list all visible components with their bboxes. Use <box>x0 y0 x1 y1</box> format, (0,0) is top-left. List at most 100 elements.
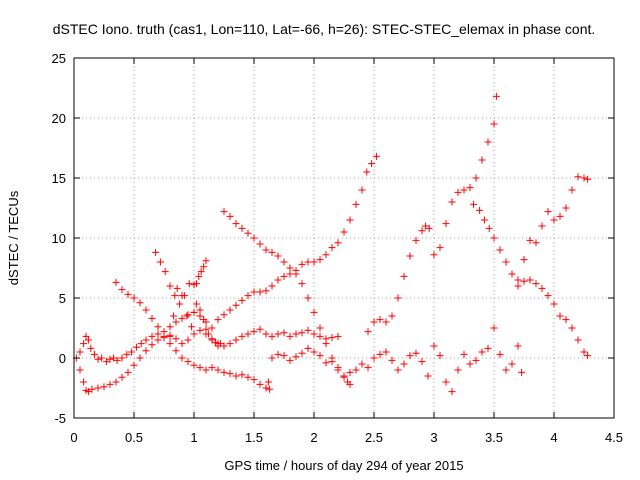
data-point <box>496 246 504 254</box>
chart-title: dSTEC Iono. truth (cas1, Lon=110, Lat=-6… <box>53 21 596 37</box>
y-tick-label: 15 <box>52 171 66 186</box>
data-point <box>298 280 306 288</box>
data-point <box>256 380 264 388</box>
data-point <box>250 328 258 336</box>
data-point <box>562 316 570 324</box>
data-point <box>514 282 522 290</box>
data-point <box>166 340 174 348</box>
data-point <box>532 239 540 247</box>
x-tick-label: 3.5 <box>485 430 503 445</box>
y-tick-label: -5 <box>54 411 66 426</box>
y-tick-label: 5 <box>59 291 66 306</box>
data-point <box>262 246 270 254</box>
data-point <box>502 258 510 266</box>
data-point <box>208 324 216 332</box>
data-point <box>123 350 131 358</box>
data-point <box>412 236 420 244</box>
data-point <box>358 360 366 368</box>
data-point <box>268 354 276 362</box>
data-point <box>171 292 179 300</box>
data-point <box>192 280 200 288</box>
data-point <box>250 288 258 296</box>
data-point <box>113 356 121 364</box>
data-point <box>394 294 402 302</box>
data-point <box>190 308 198 316</box>
data-point <box>178 354 186 362</box>
data-point <box>310 348 318 356</box>
data-point <box>106 355 114 363</box>
data-point <box>346 368 354 376</box>
data-point <box>196 326 204 334</box>
data-point <box>310 308 318 316</box>
data-point <box>154 336 162 344</box>
data-point <box>364 328 372 336</box>
data-point <box>372 152 380 160</box>
x-tick-label: 1 <box>190 430 197 445</box>
data-point <box>256 325 264 333</box>
y-tick-label: 25 <box>52 51 66 66</box>
data-point <box>476 206 484 214</box>
data-point <box>442 378 450 386</box>
data-point <box>368 160 376 168</box>
data-point <box>436 352 444 360</box>
data-point <box>346 380 354 388</box>
data-point <box>352 200 360 208</box>
data-point <box>161 268 169 276</box>
data-point <box>102 358 110 366</box>
data-point <box>376 350 384 358</box>
data-point <box>238 332 246 340</box>
data-point <box>142 336 150 344</box>
data-point <box>340 228 348 236</box>
data-point <box>118 354 126 362</box>
data-point <box>256 240 264 248</box>
data-point <box>172 347 180 355</box>
data-point <box>262 287 270 295</box>
data-point <box>562 204 570 212</box>
data-point <box>436 244 444 252</box>
data-point <box>286 264 294 272</box>
data-point <box>454 366 462 374</box>
data-point <box>286 332 294 340</box>
data-point <box>316 332 324 340</box>
data-point <box>400 272 408 280</box>
data-point <box>87 344 95 352</box>
data-point <box>280 272 288 280</box>
data-point <box>568 186 576 194</box>
data-point <box>286 356 294 364</box>
data-point <box>110 354 118 362</box>
x-tick-label: 4 <box>550 430 557 445</box>
data-point <box>430 251 438 259</box>
data-point <box>274 350 282 358</box>
data-point <box>88 385 96 393</box>
data-point <box>280 329 288 337</box>
x-tick-label: 2.5 <box>365 430 383 445</box>
data-point <box>274 330 282 338</box>
data-point <box>148 341 156 349</box>
data-point <box>172 318 180 326</box>
x-tick-label: 0.5 <box>125 430 143 445</box>
data-points <box>72 92 592 396</box>
data-point <box>310 330 318 338</box>
data-point <box>152 248 160 256</box>
data-point <box>172 335 180 343</box>
data-point <box>526 236 534 244</box>
x-tick-label: 0 <box>70 430 77 445</box>
data-point <box>422 222 430 230</box>
data-point <box>274 276 282 284</box>
data-point <box>262 384 270 392</box>
data-point <box>188 323 196 331</box>
data-point <box>538 222 546 230</box>
data-point <box>388 312 396 320</box>
data-point <box>322 251 330 259</box>
data-point <box>448 198 456 206</box>
data-point <box>160 332 168 340</box>
data-point <box>204 330 212 338</box>
data-point <box>82 332 90 340</box>
data-point <box>370 318 378 326</box>
data-point <box>316 352 324 360</box>
data-point <box>298 329 306 337</box>
data-point <box>550 216 558 224</box>
data-point <box>232 372 240 380</box>
data-point <box>478 348 486 356</box>
